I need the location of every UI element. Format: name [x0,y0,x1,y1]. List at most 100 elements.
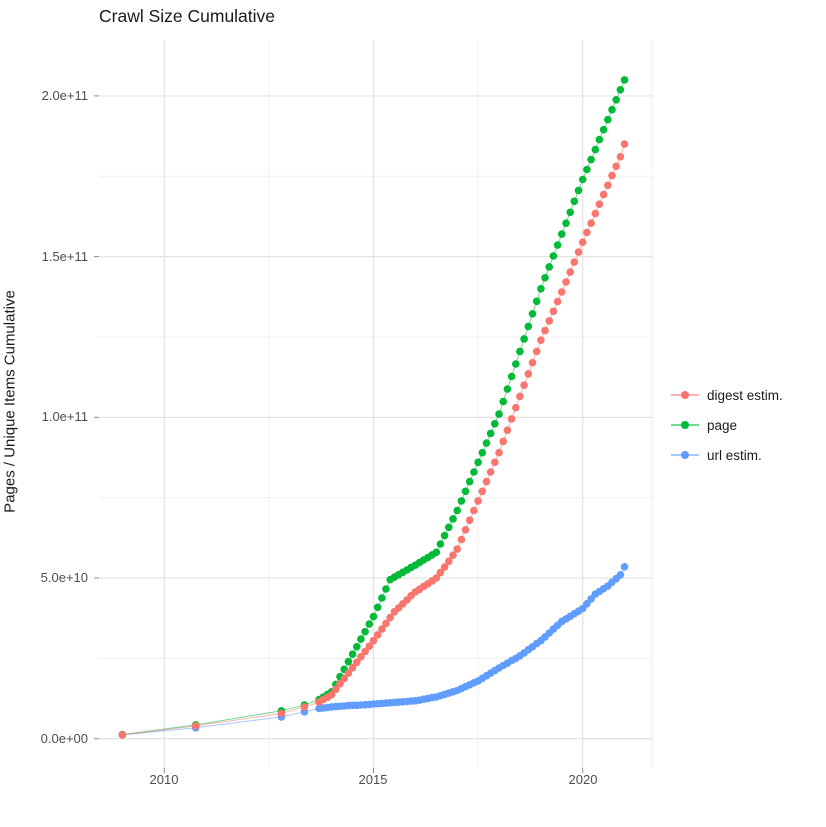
data-point-digest-estim- [503,426,512,435]
data-point-digest-estim- [457,535,466,544]
data-point-digest-estim- [578,238,587,246]
data-point-digest-estim- [574,248,583,256]
data-point-digest-estim- [608,171,616,180]
data-point-page [465,477,474,486]
data-point-page [599,125,608,134]
data-point-digest-estim- [336,680,344,688]
data-point-page [595,135,604,144]
data-point-page [457,497,466,505]
chart-title: Crawl Size Cumulative [99,6,276,26]
data-point-digest-estim- [591,209,600,218]
data-point-page [499,397,508,406]
legend: digest estim. page url estim. [670,380,783,470]
data-point-digest-estim- [357,653,365,661]
data-point-digest-estim- [382,619,390,628]
data-point-digest-estim- [558,288,566,296]
data-point-digest-estim- [461,526,470,534]
data-point-page [348,650,357,658]
data-point-page [545,263,553,271]
data-point-page [570,197,579,206]
legend-key [670,447,700,463]
y-tick-label: 1.0e+11 [41,409,88,424]
data-point-page [591,145,600,154]
data-point-digest-estim- [118,731,127,739]
data-point-digest-estim- [537,336,545,345]
data-point-digest-estim- [470,506,478,515]
data-point-page [608,105,616,114]
data-point-page [449,515,457,523]
data-point-page [553,241,562,249]
data-point-page [369,612,378,621]
data-point-digest-estim- [616,152,625,161]
data-point-digest-estim- [553,297,562,306]
data-point-digest-estim- [549,307,558,316]
data-point-digest-estim- [541,326,549,335]
data-point-page [507,372,516,381]
data-point-page [528,310,537,318]
data-point-page [578,175,587,184]
data-point-page [365,620,374,628]
data-point-page [541,274,549,282]
data-point-page [620,76,629,84]
legend-label: page [707,417,738,433]
data-point-page [440,531,449,540]
data-point-digest-estim- [516,392,524,401]
data-point-digest-estim- [478,487,487,496]
data-point-digest-estim- [528,358,537,367]
data-point-digest-estim- [491,458,499,467]
y-tick-label: 0.0e+00 [40,731,88,746]
data-point-digest-estim- [191,722,200,730]
data-point-digest-estim- [595,200,604,208]
data-point-page [503,385,512,393]
y-tick-label: 5.0e+10 [40,570,88,585]
y-tick-label: 2.0e+11 [41,88,88,103]
data-point-digest-estim- [449,551,457,559]
data-point-page [574,186,583,195]
data-point-digest-estim- [520,381,528,390]
x-tick-label: 2015 [358,772,388,787]
data-point-page [373,603,382,612]
data-point-digest-estim- [465,516,474,524]
legend-point-swatch [681,421,689,429]
data-point-digest-estim- [562,278,570,286]
data-point-page [470,468,478,476]
data-point-url-estim- [620,563,629,571]
data-point-digest-estim- [612,162,620,171]
data-point-page [532,297,541,306]
data-point-page [474,458,482,467]
data-point-page [524,322,533,331]
data-point-digest-estim- [587,219,595,227]
data-point-page [558,230,566,238]
data-point-page [436,540,445,548]
data-point-page [495,410,503,418]
data-point-page [549,252,558,260]
data-point-page [461,487,470,496]
data-point-page [344,657,353,666]
data-point-digest-estim- [482,477,491,486]
data-point-digest-estim- [344,669,353,677]
data-point-digest-estim- [432,574,441,582]
data-point-digest-estim- [524,370,533,378]
data-point-digest-estim- [440,563,449,571]
data-point-page [486,429,495,438]
data-point-digest-estim- [512,403,520,412]
data-point-page [491,420,499,428]
data-point-page [583,165,591,174]
data-point-page [612,96,620,104]
legend-label: url estim. [707,447,762,463]
data-point-digest-estim- [495,448,503,457]
data-point-digest-estim- [599,190,608,199]
y-tick-label: 1.5e+11 [41,249,88,264]
data-point-digest-estim- [373,631,382,639]
data-point-digest-estim- [386,613,395,622]
data-point-digest-estim- [474,497,482,505]
data-point-page [357,635,365,643]
legend-point-swatch [681,391,689,399]
data-point-page [512,360,520,368]
data-point-page [432,548,441,557]
data-point-page [587,155,595,164]
data-point-digest-estim- [369,636,378,645]
data-point-digest-estim- [583,228,591,237]
data-point-page [445,523,453,532]
